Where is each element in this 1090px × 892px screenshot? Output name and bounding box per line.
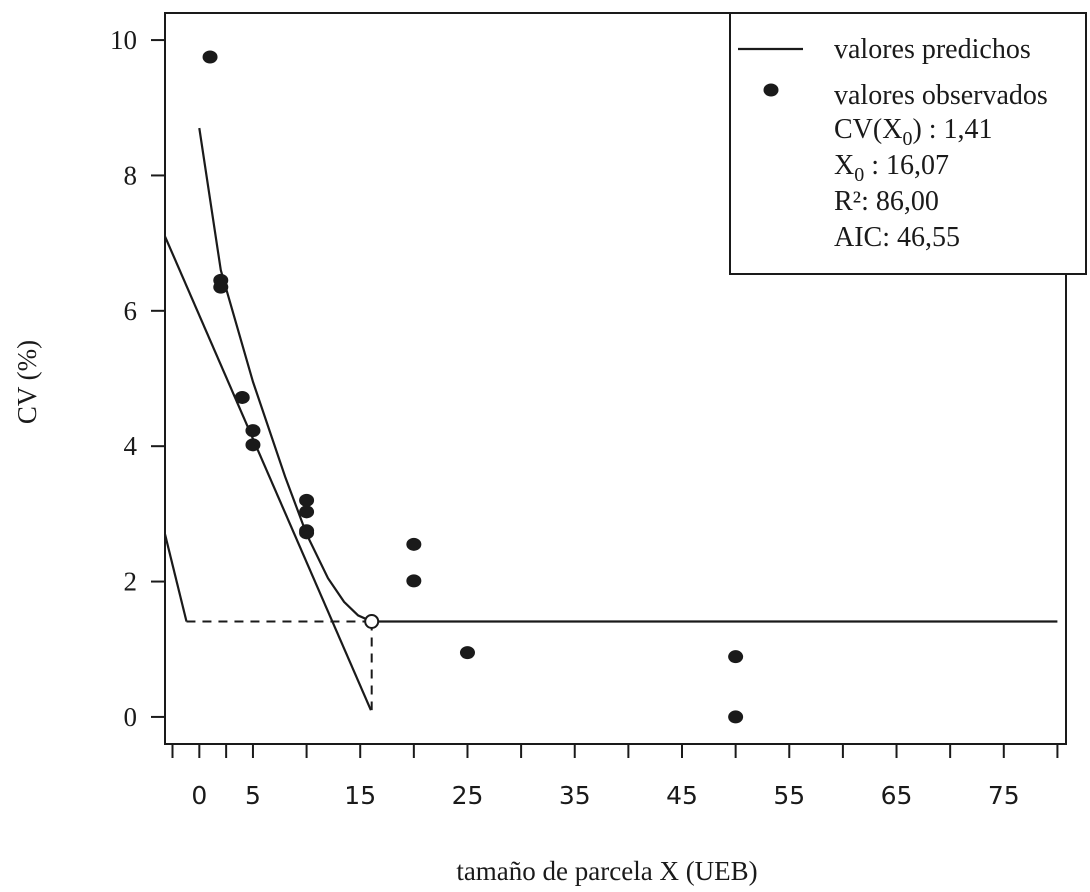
plot-frame (164, 12, 1067, 745)
legend-stat: X0 : 16,07 (834, 150, 949, 186)
legend-label-observed: valores observados (834, 80, 1048, 111)
legend: valores predichos valores observadosCV(X0… (729, 12, 1087, 275)
x-tick-label: 15 (344, 781, 376, 810)
legend-label-predicted: valores predichos (834, 34, 1031, 65)
x-tick-label: 25 (452, 781, 484, 810)
x-tick-label: 75 (988, 781, 1020, 810)
y-tick-label: 2 (124, 567, 138, 597)
legend-point-swatch (763, 83, 779, 97)
legend-stat: CV(X0) : 1,41 (834, 114, 993, 150)
observed-point (299, 505, 315, 519)
legend-stat: AIC: 46,55 (834, 222, 960, 253)
legend-stat: R²: 86,00 (834, 186, 939, 217)
x-tick-label: 5 (245, 781, 261, 810)
predicted-line (163, 235, 372, 711)
y-tick-label: 0 (124, 702, 138, 732)
y-tick-label: 4 (124, 431, 138, 461)
legend-box (729, 12, 1087, 275)
observed-point (728, 710, 744, 724)
y-axis-label: CV (%) (12, 340, 42, 424)
observed-point (406, 574, 422, 588)
observed-point (299, 493, 315, 507)
observed-point (728, 650, 744, 664)
observed-point (406, 537, 422, 551)
observed-point (234, 390, 250, 404)
y-tick-label: 10 (110, 25, 137, 55)
observed-point (459, 646, 475, 660)
observed-point (245, 424, 261, 438)
observed-point (202, 50, 218, 64)
plot-area: 0 2 4 6 8 10 0 5 15 25 35 45 55 65 75 (110, 12, 1067, 810)
x-tick-label: 45 (666, 781, 698, 810)
x-tick-label: 65 (881, 781, 913, 810)
y-tick-label: 8 (124, 160, 138, 190)
y-tick-label: 6 (124, 296, 138, 326)
x-tick-label: 35 (559, 781, 591, 810)
x-axis-label: tamaño de parcela X (UEB) (456, 856, 757, 886)
breakpoint-marker (364, 613, 380, 629)
predicted-line (163, 533, 188, 622)
x-tick-label: 55 (773, 781, 805, 810)
x-tick-label: 0 (191, 781, 207, 810)
